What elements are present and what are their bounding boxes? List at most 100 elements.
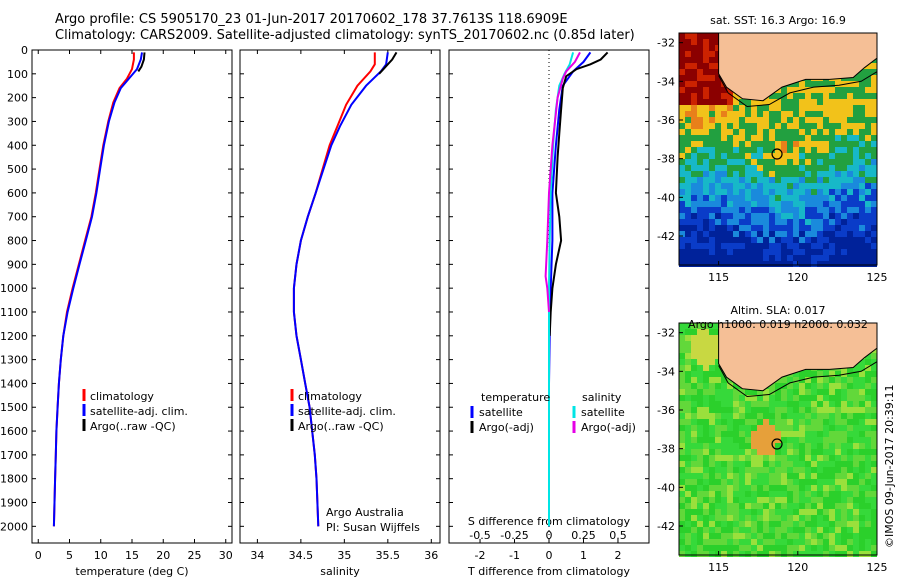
map-cell	[685, 365, 691, 371]
map-cell	[745, 455, 751, 461]
map-cell	[697, 329, 703, 335]
map-cell	[871, 473, 877, 479]
map-cell	[739, 509, 745, 515]
map-cell	[745, 431, 751, 437]
map-cell	[841, 225, 847, 231]
map-cell	[739, 395, 745, 401]
series-line-argo---raw--qc-	[137, 52, 146, 72]
map-cell	[841, 425, 847, 431]
map-cell	[691, 515, 697, 521]
map-cell	[805, 153, 811, 159]
map-cell	[715, 479, 721, 485]
xtick-label: 115	[708, 561, 729, 574]
map-cell	[835, 431, 841, 437]
map-cell	[697, 485, 703, 491]
map-cell	[859, 437, 865, 443]
map-cell	[865, 225, 871, 231]
map-cell	[853, 219, 859, 225]
map-cell	[745, 527, 751, 533]
map-cell	[871, 129, 877, 135]
map-cell	[709, 39, 715, 45]
map-cell	[871, 359, 877, 365]
map-cell	[703, 383, 709, 389]
map-cell	[691, 165, 697, 171]
map-cell	[703, 195, 709, 201]
map-cell	[829, 401, 835, 407]
map-cell	[775, 207, 781, 213]
stick-label: -0.25	[500, 529, 528, 542]
map-cell	[691, 449, 697, 455]
map-cell	[703, 111, 709, 117]
map-cell	[865, 183, 871, 189]
map-cell	[853, 527, 859, 533]
map-cell	[853, 395, 859, 401]
map-cell	[733, 189, 739, 195]
map-cell	[703, 491, 709, 497]
map-cell	[721, 497, 727, 503]
map-cell	[847, 93, 853, 99]
map-cell	[853, 401, 859, 407]
map-cell	[781, 551, 787, 557]
map-cell	[769, 431, 775, 437]
map-cell	[865, 135, 871, 141]
map-cell	[871, 527, 877, 533]
map-cell	[715, 69, 721, 75]
map-cell	[835, 87, 841, 93]
annotation-text: Argo Australia	[326, 506, 404, 519]
map-cell	[763, 141, 769, 147]
map-cell	[859, 413, 865, 419]
map-cell	[679, 431, 685, 437]
map-cell	[721, 473, 727, 479]
map-cell	[829, 473, 835, 479]
map-cell	[847, 515, 853, 521]
map-cell	[697, 57, 703, 63]
map-cell	[769, 497, 775, 503]
map-cell	[691, 323, 697, 329]
map-cell	[727, 201, 733, 207]
map-cell	[865, 243, 871, 249]
map-cell	[763, 461, 769, 467]
map-cell	[739, 99, 745, 105]
map-cell	[781, 99, 787, 105]
map-cell	[865, 395, 871, 401]
map-cell	[775, 195, 781, 201]
map-cell	[745, 389, 751, 395]
map-cell	[709, 425, 715, 431]
map-cell	[751, 129, 757, 135]
argo-float-marker	[771, 148, 783, 160]
map-cell	[679, 189, 685, 195]
map-cell	[829, 389, 835, 395]
map-cell	[829, 533, 835, 539]
map-cell	[829, 249, 835, 255]
map-cell	[715, 329, 721, 335]
map-cell	[727, 479, 733, 485]
ytick-label: -42	[657, 230, 675, 243]
map-cell	[697, 377, 703, 383]
map-cell	[841, 111, 847, 117]
map-cell	[871, 515, 877, 521]
map-cell	[823, 237, 829, 243]
map-cell	[787, 443, 793, 449]
map-cell	[751, 425, 757, 431]
map-cell	[865, 419, 871, 425]
map-cell	[739, 183, 745, 189]
ytick-label: 1200	[0, 330, 28, 343]
map-cell	[691, 255, 697, 261]
map-cell	[715, 261, 721, 267]
map-cell	[841, 141, 847, 147]
map-cell	[829, 377, 835, 383]
map-cell	[781, 165, 787, 171]
map-cell	[763, 207, 769, 213]
map-cell	[859, 231, 865, 237]
map-cell	[787, 219, 793, 225]
map-cell	[703, 359, 709, 365]
map-cell	[727, 129, 733, 135]
map-cell	[835, 419, 841, 425]
map-cell	[871, 63, 877, 69]
map-cell	[781, 141, 787, 147]
map-cell	[745, 419, 751, 425]
map-cell	[793, 551, 799, 557]
map-cell	[871, 237, 877, 243]
map-cell	[823, 99, 829, 105]
map-cell	[823, 497, 829, 503]
